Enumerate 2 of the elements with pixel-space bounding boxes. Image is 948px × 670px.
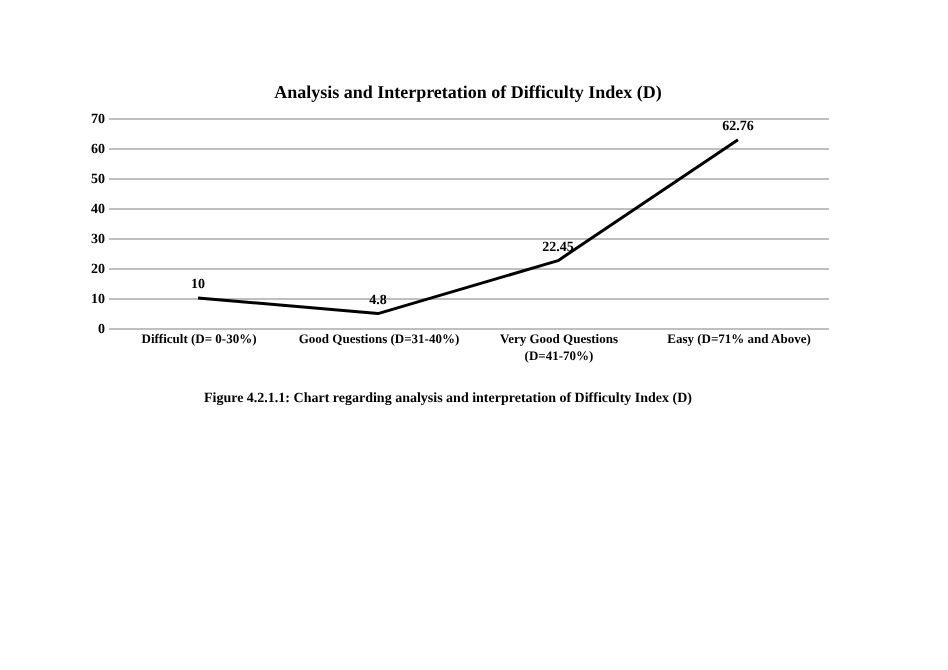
line-series	[196, 138, 740, 316]
chart-title: Analysis and Interpretation of Difficulty Index (D)	[274, 82, 662, 102]
